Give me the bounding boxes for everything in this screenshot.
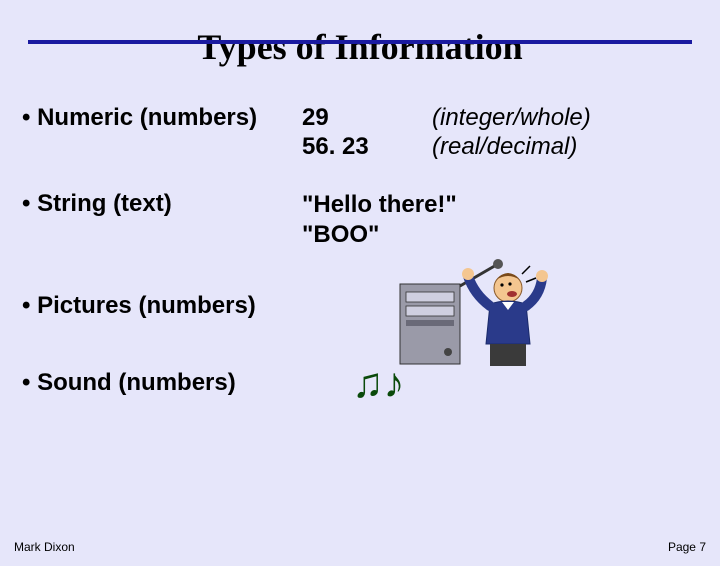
numeric-note1: (integer/whole) [432,104,698,133]
numeric-note2: (real/decimal) [432,133,698,162]
bullet-string: • String (text) [22,190,302,218]
footer-author: Mark Dixon [14,540,75,554]
slide-title: Types of Information [0,26,720,68]
numeric-notes: (integer/whole) (real/decimal) [432,104,698,162]
row-sound: • Sound (numbers) ♫♪ [22,362,698,404]
title-rule [28,40,692,44]
clipart-icon [390,254,550,374]
string-examples: "Hello there!" "BOO" [302,190,698,250]
string-ex1: "Hello there!" [302,190,698,220]
numeric-ex1: 29 [302,104,432,133]
numeric-examples: 29 56. 23 [302,104,432,162]
bullet-sound: • Sound (numbers) [22,369,302,397]
bullet-numeric: • Numeric (numbers) [22,104,302,132]
row-pictures: • Pictures (numbers) [22,292,698,320]
row-numeric: • Numeric (numbers) 29 56. 23 (integer/w… [22,104,698,162]
numeric-ex2: 56. 23 [302,133,432,162]
row-string: • String (text) "Hello there!" "BOO" [22,190,698,250]
bullet-pictures: • Pictures (numbers) [22,292,302,320]
string-ex2: "BOO" [302,220,698,250]
slide-content: • Numeric (numbers) 29 56. 23 (integer/w… [22,104,698,404]
footer-page: Page 7 [668,540,706,554]
